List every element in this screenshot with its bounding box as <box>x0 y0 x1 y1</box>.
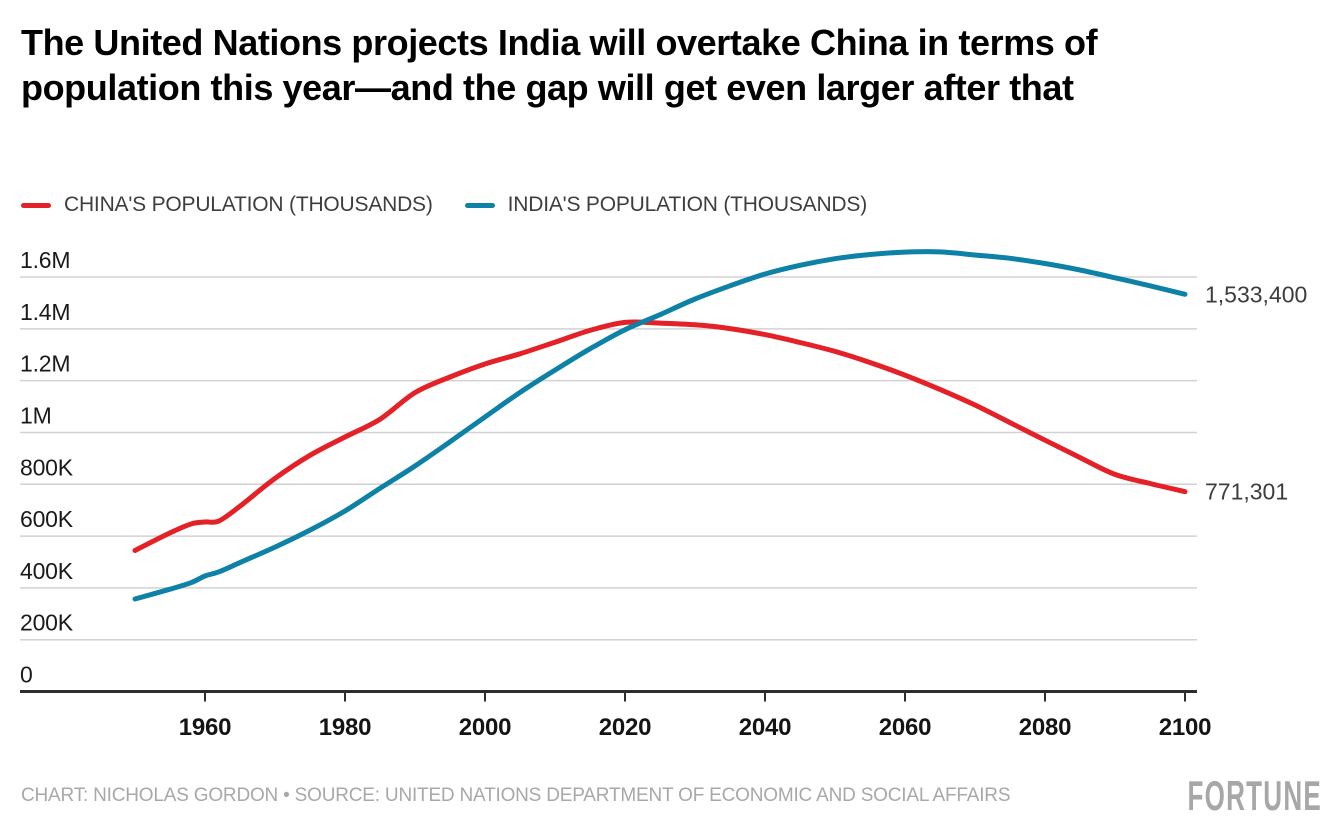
footer: CHART: NICHOLAS GORDON • SOURCE: UNITED … <box>21 772 1322 820</box>
y-axis-label: 800K <box>20 454 74 480</box>
y-axis-label: 200K <box>20 610 74 636</box>
chart-title: The United Nations projects India will o… <box>21 22 1098 108</box>
y-axis-label: 1.6M <box>20 247 70 273</box>
china-line <box>132 319 1188 553</box>
x-axis-label: 2100 <box>1159 714 1212 741</box>
y-axis-label: 0 <box>20 662 33 688</box>
x-axis <box>204 691 1186 702</box>
india-line-swatch-icon <box>464 202 495 208</box>
x-axis-label: 2000 <box>459 714 512 741</box>
y-axis-label: 1.4M <box>20 299 70 325</box>
legend-item-china: CHINA'S POPULATION (THOUSANDS) <box>21 193 433 217</box>
y-axis-label: 1.2M <box>20 351 70 377</box>
x-axis-label: 1960 <box>179 714 232 741</box>
china-line-swatch-icon <box>21 202 51 208</box>
fortune-logo: FORTUNE <box>1187 772 1322 819</box>
india-end-label: 1,533,400 <box>1205 281 1307 307</box>
india-line <box>132 249 1188 602</box>
x-axis-label: 2020 <box>599 714 652 741</box>
series-lines <box>132 249 1188 602</box>
legend: CHINA'S POPULATION (THOUSANDS) INDIA'S P… <box>21 193 867 217</box>
y-axis-label: 600K <box>20 506 74 532</box>
axis-labels: 1.6M 1.4M 1.2M 1M 800K 600K 400K 200K 0 1960 1980 2… <box>20 247 1307 741</box>
y-axis-label: 1M <box>20 402 52 428</box>
chart-credit: CHART: NICHOLAS GORDON • SOURCE: UNITED … <box>21 785 1011 806</box>
china-end-label: 771,301 <box>1205 479 1288 505</box>
y-axis-label: 400K <box>20 558 74 584</box>
legend-label-china: CHINA'S POPULATION (THOUSANDS) <box>64 193 433 216</box>
legend-item-india: INDIA'S POPULATION (THOUSANDS) <box>464 193 868 217</box>
gridlines <box>20 276 1197 693</box>
x-axis-label: 2060 <box>879 714 932 741</box>
x-axis-label: 1980 <box>319 714 372 741</box>
x-axis-label: 2080 <box>1019 714 1072 741</box>
x-axis-label: 2040 <box>739 714 792 741</box>
legend-label-india: INDIA'S POPULATION (THOUSANDS) <box>507 193 868 216</box>
